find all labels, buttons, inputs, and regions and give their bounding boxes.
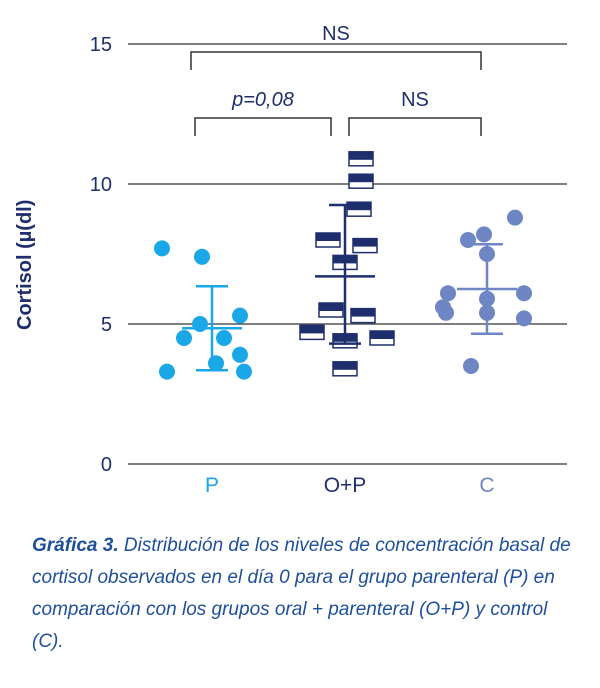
data-point-P: [194, 248, 210, 265]
data-point-O+P: [348, 151, 374, 167]
data-point-C: [476, 226, 492, 243]
comparison-label: NS: [401, 89, 429, 111]
caption-lead: Gráfica 3.: [32, 535, 119, 556]
caption-text: Distribución de los niveles de concentra…: [32, 535, 571, 652]
series-O+P: [299, 151, 395, 377]
data-point-P: [154, 240, 170, 257]
series-C: [435, 209, 532, 374]
x-tick-label-C: C: [479, 474, 494, 497]
data-point-fill: [351, 308, 375, 317]
data-point-C: [516, 310, 532, 327]
cortisol-chart: 0 5 10 15 P O+P C NS p=0,08 NS: [90, 23, 567, 497]
data-point-P: [208, 355, 224, 372]
data-point-fill: [300, 325, 324, 334]
y-tick-label-0: 0: [101, 454, 112, 476]
data-point-O+P: [350, 307, 376, 324]
y-tick-label-5: 5: [101, 314, 112, 336]
data-point-fill: [370, 331, 394, 339]
data-point-O+P: [352, 237, 378, 254]
data-point-O+P: [315, 232, 341, 248]
data-point-fill: [319, 303, 343, 311]
y-tick-label-10: 10: [90, 174, 112, 196]
data-point-fill: [353, 238, 377, 247]
data-point-C: [440, 285, 456, 302]
comparison-bracket: [348, 117, 482, 136]
data-point-P: [192, 316, 208, 332]
y-tick-label-15: 15: [90, 34, 112, 56]
y-axis-label: Cortisol (µ(dl): [14, 199, 36, 330]
data-point-C: [438, 304, 454, 321]
data-point-P: [216, 330, 232, 346]
data-point-O+P: [299, 324, 325, 341]
data-point-fill: [333, 361, 357, 370]
x-tick-label-O+P: O+P: [324, 474, 367, 497]
data-point-P: [176, 330, 192, 346]
data-point-O+P: [369, 330, 395, 346]
comparison-bracket: [190, 51, 482, 70]
data-point-P: [232, 307, 248, 324]
figure-caption: Gráfica 3. Distribución de los niveles d…: [32, 530, 577, 658]
data-point-C: [516, 285, 532, 302]
data-point-fill: [349, 174, 373, 183]
data-point-P: [232, 346, 248, 363]
comparison-bracket: [194, 117, 332, 136]
data-point-fill: [316, 233, 340, 241]
data-point-C: [507, 209, 523, 226]
data-point-O+P: [332, 361, 358, 377]
x-tick-label-P: P: [205, 474, 219, 497]
comparison-label: p=0,08: [231, 89, 294, 111]
data-point-C: [460, 232, 476, 248]
series-P: [154, 240, 252, 380]
data-point-O+P: [318, 302, 344, 318]
comparison-label: NS: [322, 23, 350, 45]
data-point-P: [159, 363, 175, 380]
data-point-C: [463, 358, 479, 374]
data-point-P: [236, 363, 252, 380]
data-point-fill: [349, 151, 373, 160]
data-point-O+P: [348, 173, 374, 189]
